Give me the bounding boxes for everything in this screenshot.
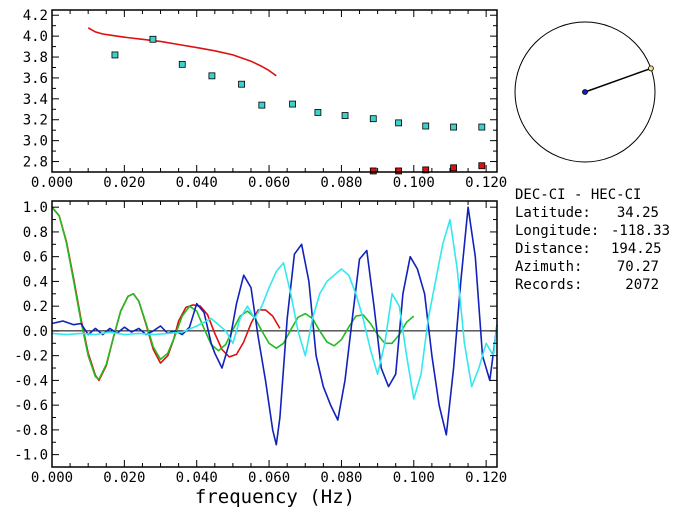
info-label: Records: xyxy=(515,277,583,293)
y-tick-label: 4.2 xyxy=(23,8,48,24)
azimuth-line xyxy=(584,67,652,93)
data-point-square xyxy=(258,101,266,109)
x-tick-label: 0.080 xyxy=(320,470,362,486)
plot-frame xyxy=(51,9,498,173)
compass-circle xyxy=(514,21,656,163)
info-row-distance: Distance: 194.25 xyxy=(515,240,662,258)
data-point-square xyxy=(289,100,296,108)
y-tick-label: -0.8 xyxy=(14,423,48,439)
x-axis-label: frequency (Hz) xyxy=(195,486,355,508)
y-tick-label: 3.0 xyxy=(23,134,48,150)
data-point-square xyxy=(395,119,402,127)
data-point-square xyxy=(395,167,402,175)
x-tick-label: 0.020 xyxy=(103,175,145,191)
info-label: Azimuth: xyxy=(515,259,583,275)
y-tick-label: 0.6 xyxy=(23,250,48,266)
info-value: 34.25 xyxy=(616,205,659,221)
y-tick-label: -1.0 xyxy=(14,448,48,464)
y-tick-label: 0.8 xyxy=(23,225,48,241)
data-point-square xyxy=(450,164,457,172)
y-tick-label: 0.0 xyxy=(23,324,48,340)
data-point-square xyxy=(450,123,457,131)
y-tick-label: 3.6 xyxy=(23,71,48,87)
y-tick-label: -0.6 xyxy=(14,398,48,414)
x-tick-label: 0.100 xyxy=(393,175,435,191)
x-tick-label: 0.120 xyxy=(465,470,507,486)
info-value: -118.33 xyxy=(611,223,671,239)
x-tick-label: 0.000 xyxy=(31,175,73,191)
y-tick-label: 3.8 xyxy=(23,50,48,66)
compass-center-dot xyxy=(582,89,588,95)
info-label: Distance: xyxy=(515,241,591,257)
azimuth-compass xyxy=(514,21,656,163)
info-value: 2072 xyxy=(625,277,659,293)
y-tick-label: 4.0 xyxy=(23,29,48,45)
data-point-square xyxy=(478,123,486,131)
y-tick-label: 0.2 xyxy=(23,299,48,315)
info-value: 194.25 xyxy=(611,241,662,257)
info-row-records: Records: 2072 xyxy=(515,276,659,294)
x-tick-label: 0.060 xyxy=(248,470,290,486)
info-label: Latitude: xyxy=(515,205,591,221)
y-tick-label: -0.4 xyxy=(14,373,48,389)
info-row-azimuth: Azimuth: 70.27 xyxy=(515,258,659,276)
y-tick-label: 2.8 xyxy=(23,155,48,171)
info-value: 70.27 xyxy=(616,259,659,275)
x-tick-label: 0.000 xyxy=(31,470,73,486)
series-line-0 xyxy=(87,27,277,77)
info-row-longitude: Longitude: -118.33 xyxy=(515,222,671,240)
info-label: Longitude: xyxy=(515,223,600,239)
data-point-square xyxy=(238,80,245,88)
data-point-square xyxy=(341,112,349,119)
x-tick-label: 0.040 xyxy=(176,470,218,486)
x-tick-label: 0.120 xyxy=(465,175,507,191)
x-tick-label: 0.040 xyxy=(176,175,218,191)
x-tick-label: 0.060 xyxy=(248,175,290,191)
y-tick-label: 3.2 xyxy=(23,113,48,129)
info-row-latitude: Latitude: 34.25 xyxy=(515,204,659,222)
plot-frame xyxy=(51,200,498,468)
top-plot: 0.000 0.020 0.040 0.060 0.080 0.100 0.120 2.8 3.… xyxy=(23,8,508,191)
y-tick-label: 0.4 xyxy=(23,274,48,290)
data-point-square xyxy=(149,35,157,43)
data-point-square xyxy=(314,109,322,116)
y-tick-label: 3.4 xyxy=(23,92,48,108)
data-point-square xyxy=(178,60,186,68)
station-pair-title: DEC-CI - HEC-CI xyxy=(515,187,642,203)
x-tick-label: 0.100 xyxy=(393,470,435,486)
x-tick-label: 0.080 xyxy=(320,175,362,191)
data-point-square xyxy=(369,167,377,175)
data-point-square xyxy=(422,166,430,174)
compass-station-dot xyxy=(648,65,654,72)
series-line-1 xyxy=(51,206,415,381)
data-point-square xyxy=(208,72,216,80)
series-line-2 xyxy=(51,206,498,446)
data-point-square xyxy=(111,51,119,59)
data-point-square xyxy=(422,122,430,130)
x-tick-label: 0.020 xyxy=(103,470,145,486)
series-line-3 xyxy=(51,218,498,400)
y-tick-label: -0.2 xyxy=(14,349,48,365)
station-info-panel: DEC-CI - HEC-CI Latitude: 34.25 Longitud… xyxy=(515,186,671,294)
data-point-square xyxy=(478,162,486,170)
data-point-square xyxy=(369,115,377,123)
bottom-plot: 0.000 0.020 0.040 0.060 0.080 0.100 0.120 1.0 0.… xyxy=(14,200,507,486)
y-tick-label: 1.0 xyxy=(23,200,48,216)
